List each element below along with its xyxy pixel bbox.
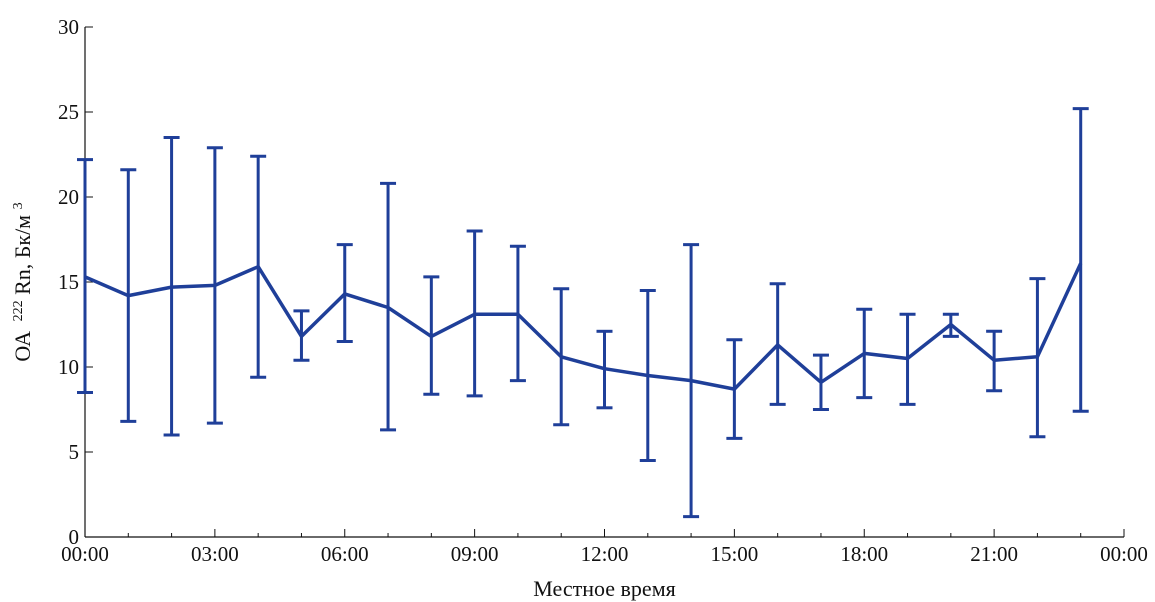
series-group <box>84 262 1083 391</box>
x-tick-label: 06:00 <box>321 542 369 566</box>
y-tick-label: 25 <box>58 100 79 124</box>
y-label-superscript-isotope: 222 <box>11 300 26 321</box>
y-label-superscript-cube: 3 <box>11 202 26 209</box>
x-tick-label: 03:00 <box>191 542 239 566</box>
x-tick-group: 00:00 03:00 06:00 09:00 12:00 15:00 18:00 21:00… <box>61 529 1148 566</box>
error-bar <box>1072 107 1089 413</box>
x-axis-label: Местное время <box>533 576 675 601</box>
axes <box>84 27 1124 538</box>
y-tick-label: 30 <box>58 15 79 39</box>
x-tick-label: 12:00 <box>581 542 629 566</box>
x-tick-label: 09:00 <box>451 542 499 566</box>
y-tick-label: 20 <box>58 185 79 209</box>
error-bars <box>77 107 1089 519</box>
y-label-prefix: ОА <box>10 331 35 362</box>
y-tick-label: 10 <box>58 355 79 379</box>
y-tick-label: 15 <box>58 270 79 294</box>
x-tick-label: 00:00 <box>1100 542 1148 566</box>
x-tick-label: 15:00 <box>710 542 758 566</box>
y-tick-label: 0 <box>69 525 80 549</box>
x-tick-label: 00:00 <box>61 542 109 566</box>
y-tick-label: 5 <box>69 440 80 464</box>
error-bar <box>77 158 93 394</box>
y-axis-label: ОА 222 Rn, Бк/м 3 <box>2 202 35 361</box>
y-tick-group: 0 5 10 15 20 25 30 <box>58 15 93 549</box>
x-tick-label: 21:00 <box>970 542 1018 566</box>
x-tick-label: 18:00 <box>840 542 888 566</box>
y-label-unit: Rn, Бк/м <box>10 215 35 295</box>
series-line <box>84 262 1083 391</box>
